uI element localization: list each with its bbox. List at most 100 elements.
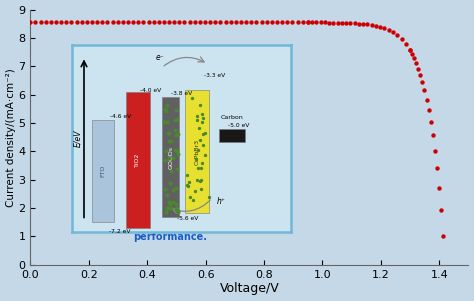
Point <box>427 119 435 124</box>
X-axis label: Voltage/V: Voltage/V <box>219 282 279 296</box>
Point <box>104 20 111 25</box>
Point <box>253 20 260 25</box>
Point <box>294 20 301 25</box>
Text: PSC device with GOQDs shows high
performance.: PSC device with GOQDs shows high perform… <box>73 221 268 242</box>
Point <box>423 97 430 102</box>
Point <box>417 73 424 78</box>
Point <box>334 20 341 25</box>
Point <box>99 20 106 25</box>
Point <box>425 108 432 113</box>
Point <box>329 20 337 25</box>
Point <box>433 166 441 171</box>
Point <box>83 20 91 25</box>
Point <box>171 20 178 25</box>
Point <box>237 20 245 25</box>
Point <box>289 20 296 25</box>
Point <box>119 20 127 25</box>
Point <box>385 27 392 32</box>
Point <box>247 20 255 25</box>
Point <box>308 20 316 25</box>
Point <box>145 20 152 25</box>
Point <box>175 20 183 25</box>
Point <box>217 20 224 25</box>
Text: PCE: 9.16: PCE: 9.16 <box>222 122 289 135</box>
Point <box>68 20 75 25</box>
Point <box>196 20 204 25</box>
Point <box>47 20 55 25</box>
Point <box>232 20 240 25</box>
Point <box>206 20 214 25</box>
Point <box>211 20 219 25</box>
Point <box>42 20 49 25</box>
Point <box>278 20 286 25</box>
Point <box>338 20 346 25</box>
Point <box>273 20 281 25</box>
Point <box>304 20 311 25</box>
Point <box>414 67 422 71</box>
Point <box>355 21 363 26</box>
Point <box>437 208 445 213</box>
Point <box>410 56 418 61</box>
Point <box>435 185 443 190</box>
Point <box>114 20 121 25</box>
Point <box>408 52 416 57</box>
Point <box>201 20 209 25</box>
Point <box>429 133 437 138</box>
Point <box>52 20 60 25</box>
Point <box>381 26 388 30</box>
Point <box>412 61 420 66</box>
Point <box>402 42 410 46</box>
Point <box>222 20 229 25</box>
Point <box>439 234 447 238</box>
Point <box>359 21 367 26</box>
Point <box>258 20 265 25</box>
Point <box>155 20 163 25</box>
Point <box>420 88 428 93</box>
Point <box>321 20 328 25</box>
Point <box>27 20 34 25</box>
Y-axis label: Current density/(mA·cm⁻²): Current density/(mA·cm⁻²) <box>6 68 16 206</box>
Point <box>304 20 311 25</box>
Point <box>242 20 250 25</box>
Point <box>78 20 85 25</box>
Point <box>37 20 45 25</box>
Point <box>191 20 199 25</box>
Point <box>317 20 324 25</box>
Point <box>393 33 401 37</box>
Point <box>150 20 157 25</box>
Point <box>263 20 271 25</box>
Point <box>160 20 168 25</box>
Point <box>389 30 397 35</box>
Point <box>63 20 70 25</box>
Point <box>325 20 333 25</box>
Point <box>135 20 142 25</box>
Point <box>109 20 116 25</box>
Point <box>364 22 371 27</box>
Point <box>372 23 380 28</box>
Point <box>73 20 81 25</box>
Point <box>93 20 101 25</box>
Point <box>368 23 375 27</box>
Point <box>181 20 188 25</box>
Point <box>186 20 193 25</box>
Point <box>342 20 350 25</box>
Point <box>268 20 275 25</box>
Point <box>57 20 65 25</box>
Point <box>165 20 173 25</box>
Point <box>346 21 354 26</box>
Point <box>299 20 307 25</box>
Point <box>32 20 39 25</box>
Point <box>88 20 96 25</box>
Point <box>419 80 426 85</box>
Point <box>431 148 438 153</box>
Point <box>406 48 414 53</box>
Point <box>283 20 291 25</box>
Point <box>406 48 414 53</box>
Point <box>376 24 384 29</box>
Point <box>124 20 132 25</box>
Point <box>139 20 147 25</box>
Point <box>398 36 405 41</box>
Point <box>351 21 358 26</box>
Point <box>129 20 137 25</box>
Point <box>312 20 320 25</box>
